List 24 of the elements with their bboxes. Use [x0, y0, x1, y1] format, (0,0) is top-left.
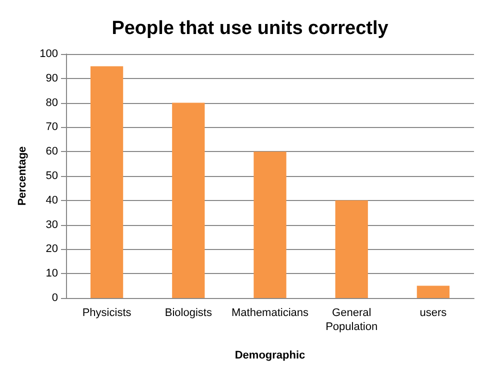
y-tick-label: 30: [46, 218, 58, 231]
x-tick-label: users: [420, 307, 448, 319]
x-tick-label: Physicists: [82, 307, 132, 319]
y-tick-label: 80: [46, 96, 58, 109]
y-tick-label: 40: [46, 194, 58, 206]
y-tick-label: 100: [40, 48, 58, 60]
y-tick-label: 90: [46, 72, 58, 84]
x-tick-label: General Population: [326, 307, 378, 333]
bar: [335, 200, 368, 298]
y-tick-label: 60: [46, 146, 58, 158]
y-tick-label: 10: [46, 268, 58, 280]
bar: [254, 152, 286, 298]
y-tick-label: 0: [52, 292, 58, 304]
y-tick-label: 20: [46, 243, 58, 256]
x-tick-label: Mathematicians: [231, 307, 310, 319]
y-axis-title: Percentage: [16, 146, 28, 206]
bar: [172, 102, 205, 298]
x-axis-title: Demographic: [234, 350, 306, 362]
y-tick-label: 50: [46, 170, 58, 182]
chart-title: People that use units correctly: [112, 18, 389, 39]
bar: [90, 66, 124, 298]
bar: [416, 286, 450, 298]
y-tick-label: 70: [46, 121, 58, 134]
x-tick-label: Biologists: [164, 307, 212, 319]
